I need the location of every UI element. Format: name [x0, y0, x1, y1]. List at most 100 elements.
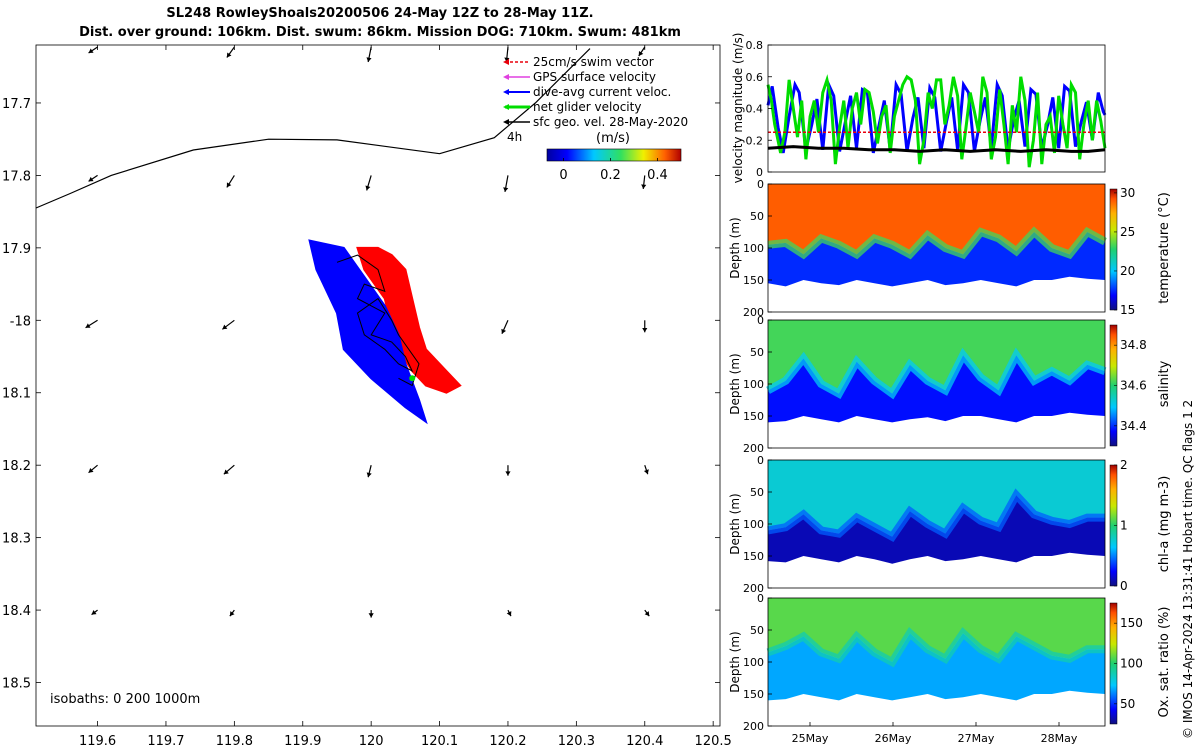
arrowhead-icon [503, 59, 509, 65]
map-frame [35, 44, 721, 727]
x-tick-label: 120.3 [558, 734, 595, 749]
upper-layer [768, 320, 1105, 394]
y-tick-label: 0 [756, 166, 763, 179]
colorbar-tick-label: 34.4 [1120, 419, 1147, 433]
x-tick-label: 119.9 [284, 734, 321, 749]
colorbar-tick-label: 2 [1120, 458, 1128, 472]
y-tick-label: 0 [757, 178, 764, 191]
sfc-geo-arrowhead [88, 467, 94, 473]
legend-gps-label: GPS surface velocity [533, 70, 656, 84]
y-tick-label: 17.7 [2, 97, 31, 112]
y-tick-label: -18 [10, 314, 31, 329]
y-tick-label: 50 [750, 346, 764, 359]
y-tick-label: 17.8 [2, 169, 31, 184]
colorbar-tick-label: 0.2 [600, 168, 621, 183]
colorbar-unit-label: (m/s) [596, 131, 630, 146]
y-tick-label: 50 [750, 210, 764, 223]
y-tick-label: 0 [757, 592, 764, 605]
map-x-ticks: 119.6 119.7 119.8 119.9 120 120.1 120.2 120.3 12… [79, 45, 732, 749]
sfc-geo-arrowhead [641, 184, 647, 189]
section-colorbar [1109, 188, 1118, 311]
colorbar-tick-label: 25 [1120, 225, 1135, 239]
legend-dive-avg-label: dive-avg current veloc. [533, 85, 671, 99]
section-panel-oxygen-saturation: 0 50 100 150 200 Depth (m) 50 100 150 Ox. sat. ra… [728, 592, 1172, 733]
y-tick-label: 0.4 [746, 103, 764, 116]
y-tick-label: 150 [743, 550, 764, 563]
y-tick-label: 0.6 [746, 71, 764, 84]
sfc-geo-arrowhead [366, 57, 372, 62]
sfc-geo-arrowhead [85, 323, 91, 328]
colorbar-label: salinity [1157, 360, 1172, 407]
y-tick-label: 100 [743, 242, 764, 255]
colorbar-tick-label: 150 [1120, 616, 1143, 630]
sfc-geo-arrowhead [643, 469, 649, 475]
velocity-series-line [766, 78, 1107, 154]
y-tick-label: 0 [757, 454, 764, 467]
y-tick-label: 200 [743, 582, 764, 595]
y-tick-label: 18.5 [2, 677, 31, 692]
colorbar-tick-label: 15 [1120, 303, 1135, 317]
colorbar-tick-label: 100 [1120, 657, 1143, 671]
x-tick-label: 120.5 [695, 734, 732, 749]
transition-band [766, 347, 1107, 400]
date-tick-label: 27May [958, 732, 995, 745]
net-velocity-point [409, 375, 416, 382]
legend-net-glider-label: net glider velocity [533, 100, 641, 114]
glider-track-line [336, 254, 420, 387]
velocity-y-ticks: 0 0.2 0.4 0.6 0.8 [746, 39, 772, 179]
y-tick-label: 0.8 [746, 39, 764, 52]
arrowhead-icon [503, 104, 509, 110]
sfc-geo-arrowhead [505, 471, 511, 476]
y-tick-label: 18.3 [2, 532, 31, 547]
sfc-geo-arrowhead [365, 185, 371, 191]
y-tick-label: 0.2 [746, 134, 764, 147]
y-tick-label: 200 [743, 306, 764, 319]
y-tick-label: 150 [743, 274, 764, 287]
y-tick-label: 18.4 [2, 604, 31, 619]
section-panel-chl-a: 0 50 100 150 200 Depth (m) 0 1 2 chl-a (mg m-3) [728, 454, 1172, 595]
map-legend: 25cm/s swim vector GPS surface velocity … [503, 55, 688, 144]
upper-layer [768, 184, 1105, 255]
sfc-geo-arrowhead [222, 324, 228, 330]
map-colorbar: (m/s) 0 0.2 0.4 [546, 131, 682, 183]
sfc-geo-arrowhead [644, 611, 650, 617]
colorbar-label: Ox. sat. ratio (%) [1157, 607, 1172, 718]
colorbar-label: chl-a (mg m-3) [1157, 476, 1172, 573]
section-ylabel: Depth (m) [728, 217, 742, 278]
date-tick-label: 26May [875, 732, 912, 745]
y-tick-label: 18.2 [2, 459, 31, 474]
y-tick-label: 50 [750, 624, 764, 637]
colorbar-bar [546, 148, 682, 162]
y-tick-label: 100 [743, 656, 764, 669]
y-tick-label: 150 [743, 688, 764, 701]
y-tick-label: 100 [743, 378, 764, 391]
legend-duration: 4h [507, 130, 522, 144]
section-ylabel: Depth (m) [728, 631, 742, 692]
sfc-geo-arrowhead [504, 57, 510, 62]
figure-title-line1: SL248 RowleyShoals20200506 24-May 12Z to… [166, 6, 594, 21]
date-tick-label: 28May [1041, 732, 1078, 745]
x-tick-label: 119.7 [147, 734, 184, 749]
sfc-geo-arrowhead [366, 472, 372, 478]
section-ylabel: Depth (m) [728, 353, 742, 414]
y-tick-label: 50 [750, 486, 764, 499]
legend-swim-label: 25cm/s swim vector [533, 55, 654, 69]
date-tick-label: 25May [792, 732, 829, 745]
isobath-line [35, 48, 591, 209]
x-tick-label: 119.6 [79, 734, 116, 749]
y-tick-label: 200 [743, 442, 764, 455]
date-axis: 25May 26May 27May 28May [792, 722, 1078, 745]
sfc-geo-arrowhead [506, 611, 512, 617]
sfc-geo-arrowhead [88, 48, 94, 53]
figure-title-line2: Dist. over ground: 106km. Dist. swum: 86… [79, 25, 681, 40]
y-tick-label: 0 [757, 314, 764, 327]
map-background [36, 45, 720, 726]
x-tick-label: 120.1 [421, 734, 458, 749]
sfc-geo-arrowhead [223, 469, 229, 475]
x-tick-label: 119.8 [216, 734, 253, 749]
isobath-annotation: isobaths: 0 200 1000m [50, 692, 200, 707]
colorbar-tick-label: 0.4 [647, 168, 668, 183]
sfc-geo-arrowhead [91, 609, 97, 615]
